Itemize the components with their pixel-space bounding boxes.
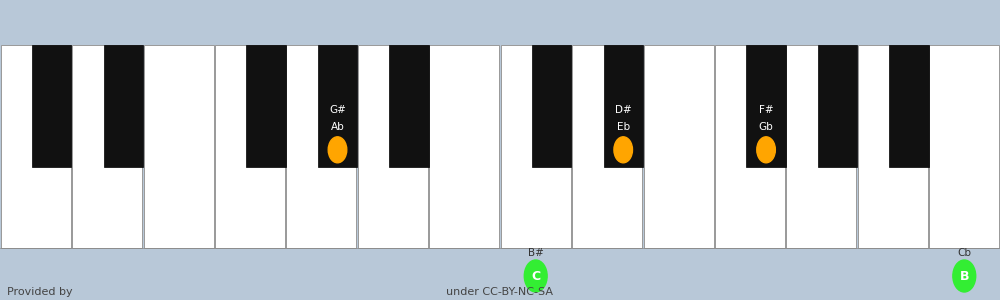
Bar — [858, 45, 928, 248]
Bar — [318, 45, 357, 167]
Bar — [532, 45, 571, 167]
Circle shape — [757, 137, 775, 163]
Circle shape — [524, 260, 547, 292]
Bar — [644, 45, 714, 248]
Bar — [389, 45, 429, 167]
Text: Provided by: Provided by — [7, 287, 73, 297]
Bar — [358, 45, 428, 248]
Bar — [144, 45, 214, 248]
Bar — [746, 45, 786, 167]
Bar — [32, 45, 71, 167]
Circle shape — [614, 137, 633, 163]
Text: B#: B# — [528, 248, 544, 258]
Text: Ab: Ab — [331, 122, 344, 132]
Bar — [786, 45, 856, 248]
Bar — [246, 45, 286, 167]
Text: B: B — [960, 269, 969, 283]
Bar — [715, 45, 785, 248]
Text: Gb: Gb — [759, 122, 773, 132]
Text: F#: F# — [759, 105, 773, 115]
Bar — [929, 45, 999, 248]
Text: C: C — [531, 269, 540, 283]
Text: Cb: Cb — [957, 248, 971, 258]
Text: G#: G# — [329, 105, 346, 115]
Bar — [286, 45, 356, 248]
Bar — [215, 45, 285, 248]
Bar — [818, 45, 857, 167]
Circle shape — [953, 260, 976, 292]
Bar — [429, 45, 499, 248]
Bar — [889, 45, 929, 167]
Bar — [501, 45, 571, 248]
Bar — [72, 45, 142, 248]
Bar — [604, 45, 643, 167]
Text: Eb: Eb — [617, 122, 630, 132]
Text: D#: D# — [615, 105, 632, 115]
Bar — [1, 45, 71, 248]
Bar — [572, 45, 642, 248]
Bar — [104, 45, 143, 167]
Circle shape — [328, 137, 347, 163]
Text: under CC-BY-NC-SA: under CC-BY-NC-SA — [446, 287, 554, 297]
